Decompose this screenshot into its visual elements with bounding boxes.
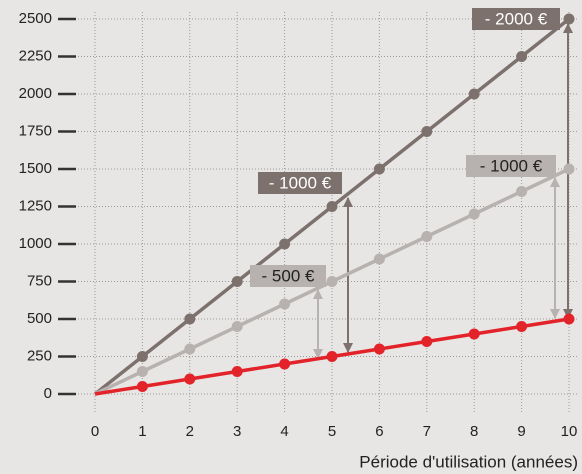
x-tick-label: 0 <box>91 423 99 440</box>
y-tick-label: 1000 <box>19 235 52 252</box>
annotation: - 1000 € <box>269 173 332 192</box>
point <box>136 381 148 392</box>
point <box>373 253 385 265</box>
point <box>184 313 196 325</box>
x-tick-label: 10 <box>561 423 578 440</box>
y-tick-label: 500 <box>27 310 52 327</box>
point <box>184 343 196 355</box>
point <box>279 358 291 370</box>
y-tick-label: 750 <box>27 272 52 289</box>
annotation-box <box>250 265 326 287</box>
annotation-box <box>258 172 342 194</box>
x-tick-label: 2 <box>186 423 194 440</box>
annotation: - 1000 € <box>480 156 543 175</box>
y-tick-label: 2250 <box>19 47 52 64</box>
x-tick-label: 1 <box>138 423 146 440</box>
annotation-box <box>472 8 560 30</box>
point <box>563 13 575 25</box>
point <box>516 186 528 197</box>
point <box>279 298 291 310</box>
y-tick-label: 1500 <box>19 160 52 177</box>
point <box>563 313 575 325</box>
annotation: - 500 € <box>262 266 315 285</box>
point <box>136 351 148 362</box>
y-tick-label: 2000 <box>19 85 52 102</box>
annotation-box <box>466 155 556 177</box>
x-axis-label: Période d'utilisation (années) <box>359 452 578 471</box>
y-tick-label: 0 <box>44 385 52 402</box>
arrows <box>313 23 573 359</box>
point <box>326 201 338 212</box>
y-tick-label: 2500 <box>19 10 52 27</box>
y-tick-label: 1250 <box>19 197 52 214</box>
y-tick-label: 1750 <box>19 122 52 139</box>
point <box>563 163 575 175</box>
point <box>184 373 196 385</box>
point <box>231 366 243 377</box>
point <box>421 231 433 242</box>
y-tick-label: 250 <box>27 347 52 364</box>
x-tick-label: 8 <box>470 423 478 440</box>
x-tick-label: 6 <box>375 423 383 440</box>
x-tick-label: 3 <box>233 423 241 440</box>
point <box>468 88 480 100</box>
point <box>516 321 528 332</box>
point <box>468 328 480 340</box>
point <box>468 208 480 220</box>
point <box>516 51 528 62</box>
point <box>231 321 243 332</box>
annotation: - 2000 € <box>485 9 548 28</box>
x-tick-label: 7 <box>423 423 431 440</box>
point <box>421 336 433 347</box>
point <box>373 163 385 175</box>
point <box>279 238 291 250</box>
point <box>326 276 338 287</box>
x-tick-label: 9 <box>517 423 525 440</box>
point <box>231 276 243 287</box>
point <box>326 351 338 362</box>
point <box>421 126 433 137</box>
x-tick-label: 4 <box>280 423 288 440</box>
x-tick-label: 5 <box>328 423 336 440</box>
point <box>136 366 148 377</box>
point <box>373 343 385 355</box>
